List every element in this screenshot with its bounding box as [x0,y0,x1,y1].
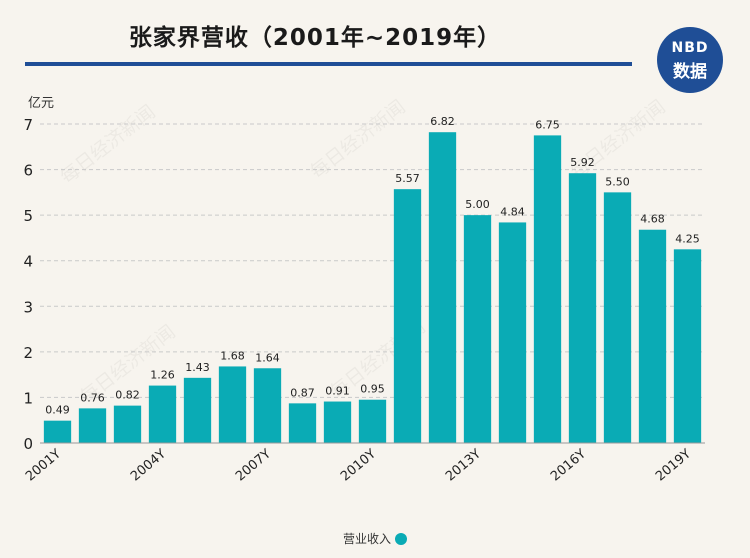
bar-value-label: 1.26 [150,369,175,382]
x-tick-label: 2010Y [338,447,379,485]
bar-value-label: 6.82 [430,115,455,128]
bar-value-label: 5.50 [605,175,630,188]
x-tick-label: 2016Y [548,447,589,485]
y-tick-label: 6 [23,162,33,180]
bar [673,249,702,443]
bar-value-label: 6.75 [535,118,560,131]
bar-value-label: 5.57 [395,172,420,185]
bars [43,132,702,443]
y-tick-label: 2 [23,344,33,362]
bar [43,420,72,443]
bar-value-label: 5.00 [465,198,490,211]
bar [393,189,422,443]
logo-text-top: NBD [671,40,709,56]
x-tick-label: 2019Y [653,447,694,485]
bar [288,403,317,443]
bar [323,401,352,443]
bar [183,377,212,443]
logo-text-bottom: 数据 [673,62,707,82]
bar-value-label: 4.25 [675,232,700,245]
bar [498,222,527,443]
bar-value-labels: 0.49 0.76 0.82 1.26 1.43 1.68 1.64 0.87 0.91 0.95… [45,115,700,416]
x-tick-label: 2004Y [128,447,169,485]
legend: 营业收入 [0,530,750,547]
bar-value-label: 4.68 [640,213,665,226]
bar [638,229,667,443]
bar-value-label: 0.49 [45,404,70,417]
bar-value-label: 0.76 [80,391,105,404]
bar [428,132,457,443]
bar-value-label: 0.87 [290,386,315,399]
x-tick-label: 2007Y [233,447,274,485]
bar [358,399,387,443]
bar-value-label: 1.64 [255,351,280,364]
bar-value-label: 4.84 [500,205,525,218]
bar [533,135,562,443]
legend-label: 营业收入 [342,532,391,546]
bar [463,215,492,443]
chart-title: 张家界营收（2001年~2019年） [128,25,502,51]
y-tick-labels: 0 1 2 3 4 5 6 7 [23,116,33,453]
bar-value-label: 0.82 [115,389,140,402]
bar [603,192,632,443]
y-tick-label: 5 [23,207,33,225]
y-tick-label: 3 [23,298,33,316]
x-tick-label: 2013Y [443,447,484,485]
bar [148,385,177,443]
bar [78,408,107,443]
bar-value-label: 5.92 [570,156,595,169]
title-underline [25,62,632,66]
x-tick-labels: 2001Y 2004Y 2007Y 2010Y 2013Y 2016Y 2019Y [23,447,694,485]
bar [218,366,247,443]
y-axis-unit: 亿元 [28,96,54,111]
bar-value-label: 0.95 [360,383,385,396]
legend-swatch [395,533,407,545]
nbd-logo: NBD 数据 [657,27,723,93]
y-tick-label: 7 [23,116,33,134]
y-tick-label: 1 [23,389,33,407]
y-tick-label: 0 [23,435,33,453]
bar-value-label: 0.91 [325,385,350,398]
y-tick-label: 4 [23,253,33,271]
bar [568,173,597,443]
bar-value-label: 1.43 [185,361,210,374]
bar-value-label: 1.68 [220,349,245,362]
bar [253,368,282,443]
bar [113,405,142,443]
